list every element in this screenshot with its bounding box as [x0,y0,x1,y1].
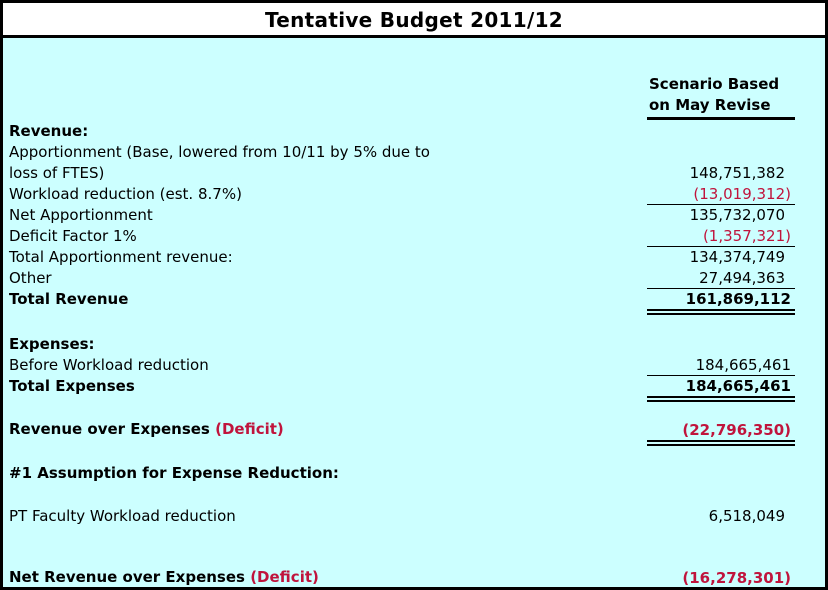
deficit-factor-value: (1,357,321) [702,227,791,245]
net-revenue-label: Net Revenue over Expenses (Deficit) [9,568,319,586]
apportionment-label-line1: Apportionment (Base, lowered from 10/11 … [9,143,430,161]
revenue-over-expenses-deficit-word: (Deficit) [215,420,284,438]
pt-faculty-label: PT Faculty Workload reduction [9,507,236,525]
workload-subtotal-rule [647,204,795,205]
other-revenue-value: 27,494,363 [699,269,785,287]
page-title: Tentative Budget 2011/12 [264,8,564,32]
pt-faculty-value: 6,518,049 [708,507,785,525]
workload-reduction-label: Workload reduction (est. 8.7%) [9,185,242,203]
total-expenses-double-rule-bottom [647,400,795,402]
net-apportionment-value: 135,732,070 [689,206,785,224]
total-expenses-label: Total Expenses [9,377,135,395]
deficit-double-rule-bottom [647,444,795,446]
workload-reduction-value: (13,019,312) [693,185,791,203]
column-header-line2: on May Revise [649,96,771,114]
total-revenue-label: Total Revenue [9,290,129,308]
deficit-subtotal-rule [647,246,795,247]
revenue-heading: Revenue: [9,122,89,140]
apportionment-label-line2: loss of FTES) [9,164,105,182]
total-expenses-double-rule-top [647,396,795,398]
before-workload-value: 184,665,461 [695,356,791,374]
total-revenue-value: 161,869,112 [685,290,791,308]
net-apportionment-label: Net Apportionment [9,206,153,224]
total-revenue-double-rule-bottom [647,313,795,315]
other-subtotal-rule [647,288,795,289]
revenue-over-expenses-label: Revenue over Expenses (Deficit) [9,420,284,438]
column-header-line1: Scenario Based [649,75,780,93]
total-apportionment-label: Total Apportionment revenue: [9,248,233,266]
deficit-double-rule-top [647,440,795,442]
expenses-heading: Expenses: [9,335,95,353]
column-header-underline [647,117,795,120]
total-apportionment-value: 134,374,749 [689,248,785,266]
total-expenses-value: 184,665,461 [685,377,791,395]
assumption-heading: #1 Assumption for Expense Reduction: [9,464,339,482]
other-revenue-label: Other [9,269,52,287]
net-revenue-value: (16,278,301) [682,569,791,587]
expenses-subtotal-rule [647,375,795,376]
before-workload-label: Before Workload reduction [9,356,209,374]
total-revenue-double-rule-top [647,309,795,311]
apportionment-value: 148,751,382 [689,164,785,182]
revenue-over-expenses-text: Revenue over Expenses [9,420,210,438]
title-bar: Tentative Budget 2011/12 [3,3,825,38]
net-revenue-deficit-word: (Deficit) [250,568,319,586]
revenue-over-expenses-value: (22,796,350) [682,421,791,439]
deficit-factor-label: Deficit Factor 1% [9,227,137,245]
net-revenue-text: Net Revenue over Expenses [9,568,245,586]
